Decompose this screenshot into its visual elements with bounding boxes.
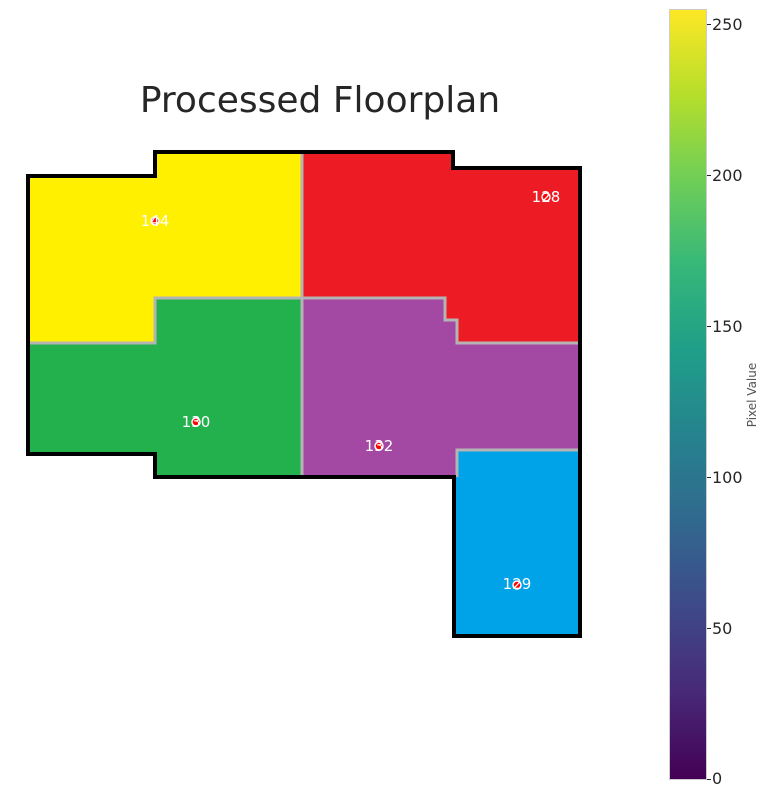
colorbar-tickmark xyxy=(707,628,711,629)
colorbar-tick-100: 100 xyxy=(712,468,743,487)
room-marker-red: 128 xyxy=(532,188,561,206)
room-marker-yellow: 144 xyxy=(141,212,170,230)
room-label-blue: 129 xyxy=(503,575,532,593)
room-marker-green: 130 xyxy=(182,413,211,431)
interior-walls xyxy=(28,152,580,477)
colorbar-tickmark xyxy=(707,326,711,327)
colorbar-tick-150: 150 xyxy=(712,317,743,336)
room-green xyxy=(28,298,302,477)
plot-title: Processed Floorplan xyxy=(139,80,501,121)
room-label-red: 128 xyxy=(532,188,561,206)
colorbar-tickmark xyxy=(707,24,711,25)
colorbar-tick-250: 250 xyxy=(712,15,743,34)
colorbar-label: Pixel Value xyxy=(745,362,759,428)
colorbar-tickmark xyxy=(707,175,711,176)
room-marker-blue: 129 xyxy=(503,575,532,593)
colorbar-tickmark xyxy=(707,779,711,780)
room-red xyxy=(302,152,580,343)
room-purple xyxy=(302,298,580,477)
colorbar-tick-200: 200 xyxy=(712,166,743,185)
colorbar-tickmark xyxy=(707,477,711,478)
room-blue xyxy=(454,450,580,636)
room-label-green: 130 xyxy=(182,413,211,431)
room-yellow xyxy=(28,152,302,343)
colorbar-tick-50: 50 xyxy=(712,619,733,638)
colorbar xyxy=(669,9,707,780)
exterior-outline xyxy=(26,150,582,638)
room-label-yellow: 144 xyxy=(141,212,170,230)
room-marker-purple: 132 xyxy=(365,437,394,455)
floorplan: 144 128 130 132 129 xyxy=(26,150,582,638)
colorbar-tick-0: 0 xyxy=(712,769,723,788)
room-label-purple: 132 xyxy=(365,437,394,455)
